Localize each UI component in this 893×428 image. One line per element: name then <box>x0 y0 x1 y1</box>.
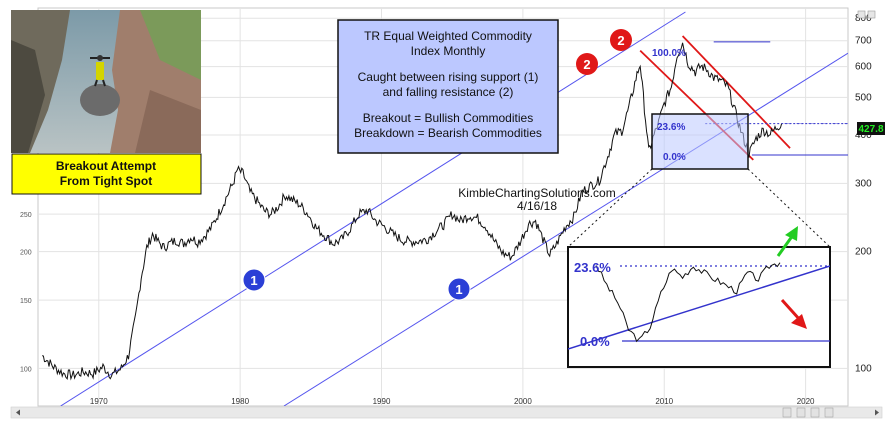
x-tick-label-1970: 1970 <box>90 397 108 406</box>
scroll-left-icon[interactable] <box>16 409 20 416</box>
zoom-out-icon[interactable] <box>796 407 806 418</box>
y-tick-label-right-500: 500 <box>855 92 872 103</box>
zoom-connector-right <box>747 168 831 248</box>
marker-1-a: 1 <box>242 268 266 292</box>
info-title-2: Index Monthly <box>411 44 486 58</box>
marker-1-b-label: 1 <box>455 282 462 297</box>
y-tick-label-left-100: 100 <box>20 366 32 373</box>
x-axis: 1970 1980 1990 2000 2010 2020 <box>90 397 815 406</box>
red-down-arrow <box>780 298 807 329</box>
last-price-label: 427.8 <box>858 124 883 135</box>
y-tick-label-right-100: 100 <box>855 363 872 374</box>
caption-line-2: From Tight Spot <box>60 174 152 188</box>
info-breakout: Breakout = Bullish Commodities <box>363 111 533 125</box>
caption-line-1: Breakout Attempt <box>56 159 156 173</box>
x-tick-label-2020: 2020 <box>797 397 815 406</box>
green-up-arrow <box>776 226 798 257</box>
inset-chart <box>568 262 830 350</box>
inset-fib-top-label: 23.6% <box>574 260 611 275</box>
zoom-box <box>651 113 749 170</box>
bottom-scrollbar <box>10 406 883 419</box>
marker-2-b: 2 <box>610 29 632 51</box>
marker-2-a-label: 2 <box>583 57 590 72</box>
inset-price-line <box>595 262 781 343</box>
y-tick-label-right-600: 600 <box>855 62 872 73</box>
period-icon[interactable] <box>782 407 792 418</box>
y-tick-label-left-200: 200 <box>20 250 32 257</box>
x-tick-label-2010: 2010 <box>655 397 673 406</box>
x-tick-label-1980: 1980 <box>231 397 249 406</box>
y-tick-label-right-800: 800 <box>855 13 872 24</box>
y-tick-label-left-250: 250 <box>20 212 32 219</box>
info-support-line: Caught between rising support (1) <box>358 70 539 84</box>
price-series <box>42 42 848 381</box>
y-axis: 100 200 300 400 500 600 700 800 100 150 200 250 <box>20 13 872 374</box>
watermark-date: 4/16/18 <box>517 199 557 213</box>
trendline-support-1 <box>60 11 686 406</box>
marker-1-a-label: 1 <box>250 273 257 288</box>
zoom-in-icon[interactable] <box>810 407 820 418</box>
y-tick-label-right-700: 700 <box>855 36 872 47</box>
marker-1-b: 1 <box>447 277 471 301</box>
y-tick-label-right-400: 400 <box>855 130 872 141</box>
cliff-photo <box>11 10 201 153</box>
x-tick-label-2000: 2000 <box>514 397 532 406</box>
scrollbar-track[interactable] <box>10 406 883 419</box>
caption-box <box>11 153 202 195</box>
toolbar-pin-icon[interactable] <box>857 10 866 19</box>
inset-fib-bottom-label: 0.0% <box>580 334 610 349</box>
fib-236-label: 23.6% <box>657 122 685 133</box>
top-toolbar <box>857 10 876 19</box>
info-title-1: TR Equal Weighted Commodity <box>364 29 532 43</box>
fib-0-label: 0.0% <box>663 152 686 163</box>
watermark-site: KimbleChartingSolutions.com <box>458 186 615 200</box>
y-tick-label-right-200: 200 <box>855 247 872 258</box>
info-box <box>337 19 559 154</box>
price-line <box>42 42 783 381</box>
toolbar-settings-icon[interactable] <box>867 10 876 19</box>
last-price-tag: 427.8 <box>857 122 885 135</box>
y-tick-label-left-150: 150 <box>20 298 32 305</box>
marker-2-a: 2 <box>576 53 598 75</box>
scroll-right-icon[interactable] <box>875 409 879 416</box>
info-resistance-line: and falling resistance (2) <box>383 85 514 99</box>
info-breakdown: Breakdown = Bearish Commodities <box>354 126 542 140</box>
marker-2-b-label: 2 <box>617 33 624 48</box>
zoom-connector-left <box>567 168 653 248</box>
fib-100-label: 100.0% <box>652 48 686 59</box>
inset-support-line <box>568 265 830 350</box>
fib-lines <box>705 41 848 156</box>
reset-icon[interactable] <box>824 407 834 418</box>
x-tick-label-1990: 1990 <box>373 397 391 406</box>
y-tick-label-right-300: 300 <box>855 178 872 189</box>
